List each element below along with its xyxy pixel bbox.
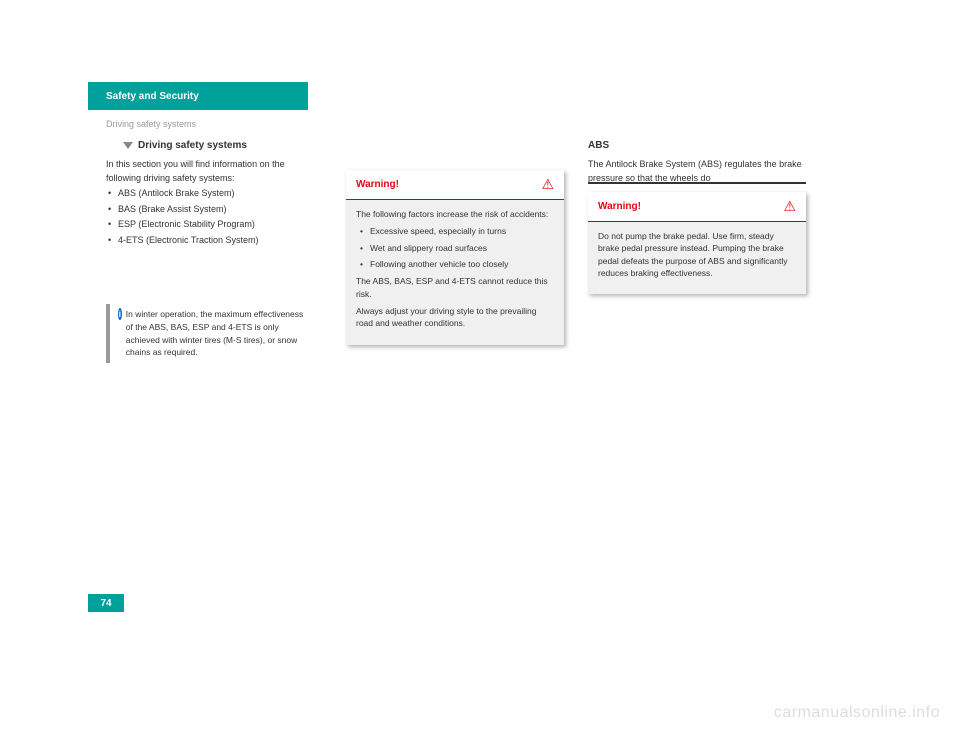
section-title: Driving safety systems <box>138 140 247 151</box>
list-item: Following another vehicle too closely <box>356 258 554 270</box>
section-subtitle: Driving safety systems <box>106 119 196 129</box>
column-1-body: In this section you will find informatio… <box>106 158 316 249</box>
info-icon: i <box>118 308 122 320</box>
manual-page: Safety and Security Driving safety syste… <box>88 82 808 612</box>
section-header-title: Safety and Security <box>106 91 199 102</box>
warning-box-1: Warning! ⚠ The following factors increas… <box>346 170 564 345</box>
list-item: Excessive speed, especially in turns <box>356 225 554 237</box>
warning-box-2: Warning! ⚠ Do not pump the brake pedal. … <box>588 192 806 294</box>
warning-header: Warning! ⚠ <box>588 192 806 222</box>
page-number: 74 <box>88 594 124 612</box>
info-text: In winter operation, the maximum effecti… <box>126 308 308 359</box>
intro-paragraph: In this section you will find informatio… <box>106 158 316 185</box>
warning-paragraph: The ABS, BAS, ESP and 4-ETS cannot reduc… <box>356 275 554 300</box>
abs-heading: ABS <box>588 140 806 151</box>
warning-title: Warning! <box>356 179 399 190</box>
warning-header: Warning! ⚠ <box>346 170 564 200</box>
warning-title: Warning! <box>598 201 641 212</box>
warning-bullet-list: Excessive speed, especially in turns Wet… <box>356 225 554 270</box>
warning-paragraph: Do not pump the brake pedal. Use firm, s… <box>598 230 796 279</box>
list-item: BAS (Brake Assist System) <box>106 203 316 217</box>
section-header-bar: Safety and Security <box>88 82 308 110</box>
warning-body: Do not pump the brake pedal. Use firm, s… <box>588 222 806 294</box>
systems-list: ABS (Antilock Brake System) BAS (Brake A… <box>106 187 316 247</box>
list-item: ESP (Electronic Stability Program) <box>106 218 316 232</box>
info-box: i In winter operation, the maximum effec… <box>106 304 316 363</box>
warning-triangle-icon: ⚠ <box>783 198 796 215</box>
column-3-divider <box>588 182 806 184</box>
warning-body: The following factors increase the risk … <box>346 200 564 345</box>
list-item: 4-ETS (Electronic Traction System) <box>106 234 316 248</box>
warning-triangle-icon: ⚠ <box>541 176 554 193</box>
list-item: ABS (Antilock Brake System) <box>106 187 316 201</box>
abs-subtext: The Antilock Brake System (ABS) regulate… <box>588 158 806 185</box>
warning-paragraph: Always adjust your driving style to the … <box>356 305 554 330</box>
section-marker-icon <box>123 142 133 149</box>
list-item: Wet and slippery road surfaces <box>356 242 554 254</box>
warning-paragraph: The following factors increase the risk … <box>356 208 554 220</box>
watermark: carmanualsonline.info <box>774 704 940 722</box>
